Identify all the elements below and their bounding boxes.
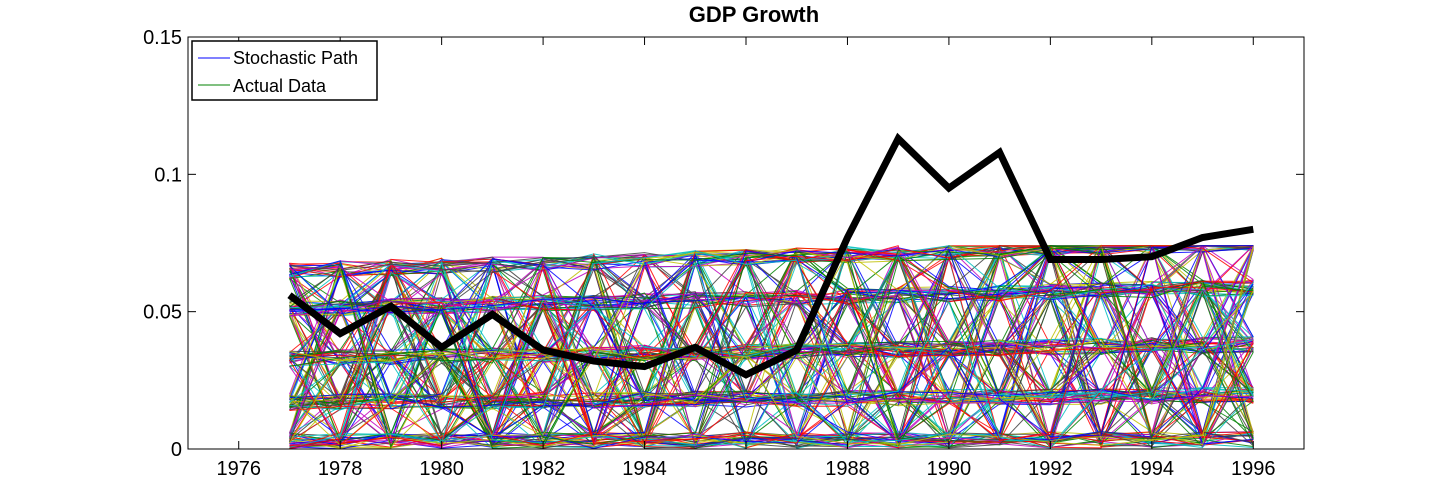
x-tick-label: 1980 [419, 458, 464, 480]
stochastic-path-line [289, 245, 1254, 360]
stochastic-path-line [289, 248, 1254, 446]
y-tick-label: 0.1 [154, 164, 182, 186]
stochastic-path-line [289, 245, 1254, 448]
x-axis: 1976 1978 1980 1982 1984 1986 1988 1990 1992 1994… [216, 37, 1276, 480]
stochastic-path-line [289, 250, 1254, 449]
x-tick-label: 1984 [622, 458, 667, 480]
chart-title: GDP Growth [689, 2, 819, 27]
x-tick-label: 1978 [318, 458, 363, 480]
stochastic-path-line [289, 253, 1254, 445]
legend: Stochastic Path Actual Data [191, 40, 378, 101]
legend-label-actual: Actual Data [233, 76, 327, 96]
x-tick-label: 1986 [724, 458, 769, 480]
y-tick-label: 0 [171, 439, 182, 461]
stochastic-path-line [289, 291, 1254, 448]
stochastic-paths [289, 244, 1254, 450]
y-axis: 0 0.05 0.1 0.15 [143, 27, 1304, 461]
stochastic-path-line [289, 265, 1254, 450]
stochastic-path-line [289, 254, 1254, 448]
stochastic-path-line [289, 248, 1254, 440]
stochastic-path-line [289, 245, 1254, 438]
stochastic-path-line [289, 257, 1254, 442]
x-tick-label: 1990 [927, 458, 972, 480]
x-tick-label: 1982 [521, 458, 566, 480]
stochastic-path-line [289, 245, 1254, 445]
x-tick-label: 1988 [825, 458, 870, 480]
stochastic-path-line [289, 260, 1254, 450]
stochastic-path-line [289, 288, 1254, 443]
stochastic-path-line [289, 260, 1254, 445]
x-tick-label: 1996 [1231, 458, 1276, 480]
stochastic-path-line [289, 263, 1254, 449]
y-tick-label: 0.05 [143, 302, 182, 324]
stochastic-path-line [289, 247, 1254, 449]
x-tick-label: 1994 [1130, 458, 1175, 480]
x-tick-label: 1976 [216, 458, 261, 480]
stochastic-path-line [289, 257, 1254, 448]
stochastic-path-line [289, 245, 1254, 446]
legend-box [191, 40, 378, 101]
stochastic-path-line [289, 266, 1254, 409]
actual-data-line [287, 132, 1254, 379]
stochastic-path-line [289, 248, 1254, 448]
actual-data-series [287, 132, 1254, 379]
stochastic-path-line [289, 264, 1254, 448]
stochastic-path-line [289, 351, 1254, 443]
stochastic-path-line [289, 253, 1254, 447]
x-tick-label: 1992 [1028, 458, 1073, 480]
y-tick-label: 0.15 [143, 27, 182, 49]
stochastic-path-line [289, 245, 1254, 440]
legend-label-stochastic: Stochastic Path [233, 48, 358, 68]
